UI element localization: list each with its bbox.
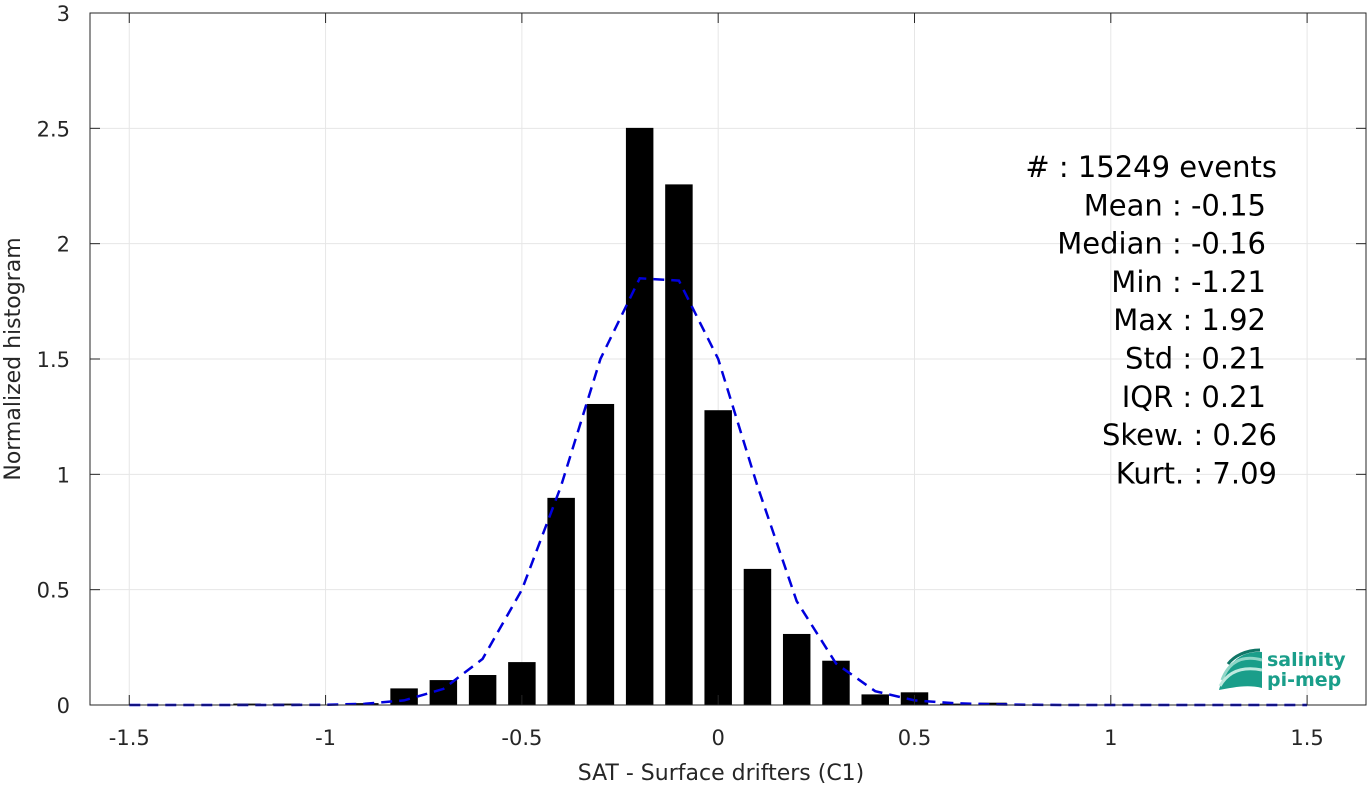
logo-line-1: salinity <box>1267 649 1346 671</box>
histogram-bar <box>861 694 889 705</box>
bars <box>233 127 1047 706</box>
x-tick-label: -1.5 <box>109 726 150 750</box>
x-tick-label: -0.5 <box>501 726 542 750</box>
y-tick-label: 1 <box>57 463 70 487</box>
stat-line: Skew. : 0.26 <box>1102 418 1277 452</box>
y-tick-label: 2 <box>57 233 70 257</box>
histogram-bar <box>743 568 772 705</box>
histogram-bar <box>979 702 1007 705</box>
x-tick-label: 1 <box>1104 726 1117 750</box>
stat-line: Kurt. : 7.09 <box>1116 456 1277 490</box>
histogram-bar <box>272 703 301 705</box>
x-tick-label: -1 <box>315 726 336 750</box>
stat-line: Std : 0.21 <box>1125 342 1266 376</box>
y-tick-label: 2.5 <box>37 117 70 141</box>
histogram-bar <box>782 633 811 705</box>
stat-line: Mean : -0.15 <box>1084 188 1266 222</box>
y-axis-ticks: 0 0.5 1 1.5 2 2.5 3 <box>37 2 1366 718</box>
histogram-bar <box>704 410 732 705</box>
salinity-waves-icon <box>1218 648 1263 690</box>
x-tick-label: 0.5 <box>898 726 931 750</box>
x-tick-label: 1.5 <box>1290 726 1323 750</box>
y-axis-label: Normalized histogram <box>1 237 26 480</box>
y-tick-label: 0 <box>57 694 70 718</box>
stat-line: Min : -1.21 <box>1111 265 1266 299</box>
stat-line: IQR : 0.21 <box>1122 380 1266 414</box>
y-tick-label: 3 <box>57 2 70 26</box>
histogram-bar <box>822 660 850 705</box>
x-axis-ticks: -1.5 -1 -0.5 0 0.5 1 1.5 <box>109 13 1324 750</box>
x-axis-label: SAT - Surface drifters (C1) <box>578 761 865 785</box>
stat-line: Max : 1.92 <box>1113 303 1266 337</box>
histogram-bar <box>468 675 497 705</box>
x-tick-label: 0 <box>711 726 724 750</box>
histogram-bar <box>940 703 968 705</box>
y-tick-label: 1.5 <box>37 348 70 372</box>
salinity-pi-mep-logo: salinity pi-mep <box>1218 648 1346 691</box>
histogram-bar <box>429 680 458 705</box>
stat-line: # : 15249 events <box>1025 150 1277 184</box>
y-tick-label: 0.5 <box>37 579 70 603</box>
histogram-bar <box>390 688 418 705</box>
logo-line-2: pi-mep <box>1267 669 1341 691</box>
histogram-bar <box>586 403 615 705</box>
histogram-bar <box>625 127 654 705</box>
statistics-box: # : 15249 events Mean : -0.15 Median : -0.… <box>1025 150 1277 490</box>
histogram-bar <box>665 184 693 706</box>
stat-line: Median : -0.16 <box>1057 227 1266 261</box>
histogram-bar <box>547 497 575 705</box>
